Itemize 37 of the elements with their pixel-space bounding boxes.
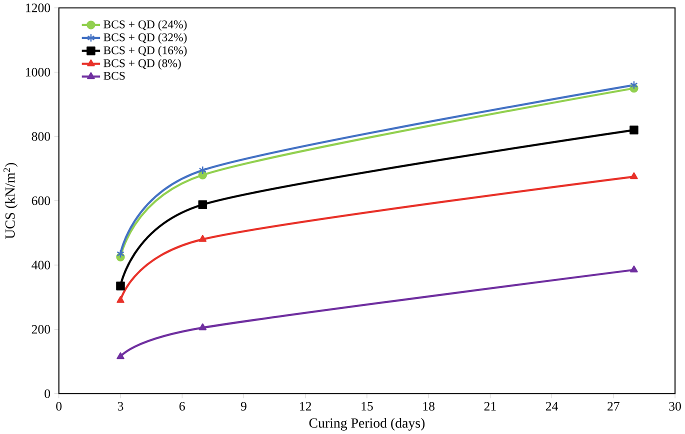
point	[198, 234, 207, 242]
point	[116, 249, 124, 258]
y-tick-label: 400	[32, 260, 50, 270]
legend-label: BCS + QD (8%)	[104, 58, 181, 70]
x-tick-label: 18	[423, 402, 434, 411]
point	[630, 265, 638, 272]
y-axis-title: UCS (kN/m$^{2}$)	[4, 162, 18, 239]
point	[198, 200, 208, 209]
legend-label: BCS + QD (16%)	[104, 46, 187, 57]
y-tick-label: 600	[32, 196, 50, 206]
y-tick-label: 1200	[26, 3, 50, 12]
x-tick-label: 3	[118, 402, 124, 411]
x-tick-label: 24	[546, 402, 558, 410]
y-tick-label: 800	[32, 132, 50, 141]
point	[630, 172, 638, 180]
x-tick-label: 12	[300, 402, 312, 410]
x-tick-label: 6	[179, 402, 185, 411]
point	[198, 166, 207, 175]
point	[116, 352, 124, 360]
x-tick-label: 27	[608, 402, 620, 410]
y-tick-label: 0	[44, 389, 50, 398]
x-tick-label: 21	[484, 402, 496, 410]
point	[630, 126, 638, 134]
y-tick-label: 1000	[26, 68, 50, 76]
legend-label: BCS + QD (32%)	[104, 32, 187, 44]
x-tick-label: 0	[56, 402, 62, 411]
x-tick-label: 9	[240, 402, 246, 411]
x-tick-label: 15	[362, 402, 373, 410]
y-tick-label: 200	[32, 324, 50, 334]
point	[630, 80, 638, 90]
legend-label: BCS + QD (24%)	[104, 20, 187, 31]
point	[198, 323, 207, 330]
x-axis-title: Curing Period (days)	[309, 418, 425, 431]
legend-label: BCS	[104, 72, 125, 80]
x-tick-label: 30	[669, 402, 681, 411]
point	[116, 296, 124, 303]
point	[116, 282, 125, 290]
